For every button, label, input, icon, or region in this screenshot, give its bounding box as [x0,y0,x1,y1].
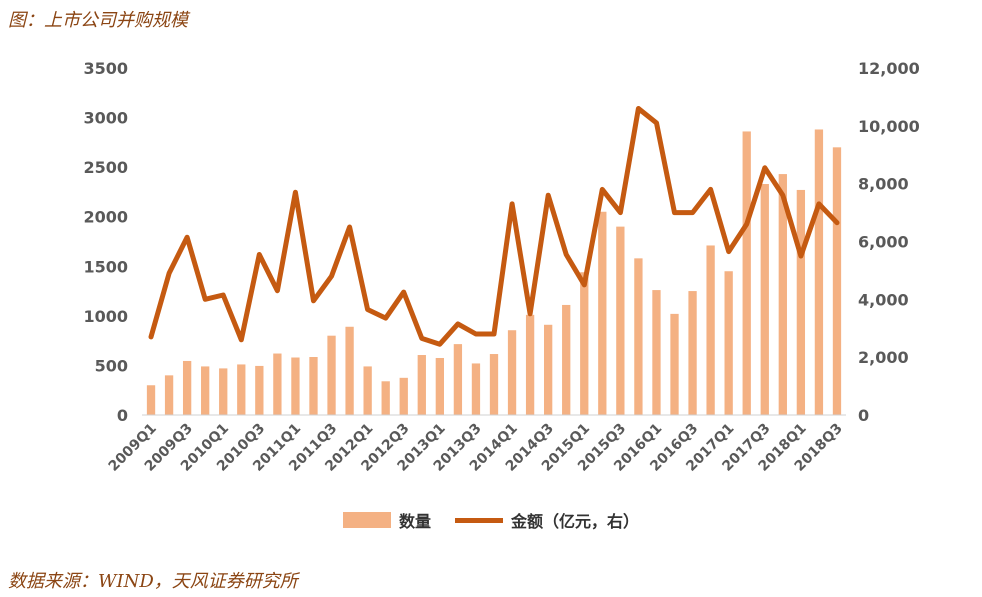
bar-2014Q2 [525,314,535,415]
bar-2012Q3 [399,377,408,415]
bar-2017Q4 [778,174,787,415]
legend-bar-swatch [342,512,391,528]
bar-2009Q1 [146,385,156,415]
bar-2012Q1 [363,366,372,415]
legend-item-amount: 金额（亿元，右） [455,508,639,532]
bar-2011Q4 [345,326,354,415]
legend-bar-label: 数量 [398,512,431,531]
bar-2009Q4 [201,366,210,415]
bar-2018Q2 [814,129,824,415]
bar-2010Q3 [255,365,264,415]
bar-2015Q3 [616,226,625,415]
legend-line-label: 金额（亿元，右） [511,512,640,531]
left-tick-label: 3500 [83,59,128,78]
bar-2009Q3 [182,360,192,415]
left-tick-label: 3000 [83,109,128,128]
legend: 数量 金额（亿元，右） [0,508,982,532]
bar-2011Q3 [327,335,336,415]
amount-line [148,106,840,347]
left-tick-label: 500 [95,356,128,375]
bar-2015Q1 [580,272,589,415]
right-tick-label: 0 [858,406,869,425]
bar-series [146,129,842,416]
right-tick-label: 2,000 [858,348,909,367]
bar-2014Q3 [544,324,553,415]
bar-2012Q4 [417,355,426,415]
bar-2015Q2 [598,211,607,415]
bar-2016Q3 [688,291,697,415]
left-axis-ticks: 0 500 1000 1500 2000 2500 3000 3500 [83,59,128,425]
bar-2009Q2 [164,375,174,415]
line-series [148,106,840,347]
combo-chart: 0 500 1000 1500 2000 2500 3000 3500 0 2,000 4,000… [83,59,920,475]
bar-2017Q1 [724,271,733,415]
right-axis-ticks: 0 2,000 4,000 6,000 8,000 10,000 12,000 [858,59,920,425]
bar-2010Q4 [273,353,282,415]
right-tick-label: 8,000 [858,175,909,194]
right-tick-label: 12,000 [858,59,920,78]
bar-2017Q2 [742,131,751,416]
bar-2018Q3 [832,147,842,416]
bar-2016Q4 [706,245,715,415]
left-tick-label: 1000 [83,307,128,326]
figure-title: 图：上市公司并购规模 [8,10,188,31]
bar-2010Q2 [237,364,246,415]
bar-2015Q4 [634,258,643,415]
figure-source: 数据来源：WIND，天风证券研究所 [8,571,298,592]
left-tick-label: 1500 [83,257,128,276]
x-axis-ticks: 2009Q12009Q32010Q12010Q32011Q12011Q32012… [106,421,846,475]
left-tick-label: 2500 [83,158,128,177]
bar-2011Q1 [291,357,300,415]
left-tick-label: 2000 [83,208,128,227]
right-tick-label: 4,000 [858,290,909,309]
right-tick-label: 6,000 [858,233,909,252]
bar-2017Q3 [760,183,769,415]
bar-2013Q2 [453,344,463,415]
bar-2014Q1 [507,330,517,415]
bar-2013Q4 [489,354,499,415]
bar-2018Q1 [796,189,806,415]
bar-2010Q1 [219,368,228,415]
legend-item-count: 数量 [342,508,431,532]
bar-2016Q1 [652,290,661,415]
bar-2011Q2 [309,357,318,415]
bar-2013Q3 [471,363,481,415]
bar-2016Q2 [670,313,679,415]
bar-2012Q2 [381,381,390,415]
bar-2013Q1 [435,357,444,415]
left-tick-label: 0 [117,406,128,425]
legend-line-swatch [455,517,503,523]
right-tick-label: 10,000 [858,117,920,136]
bar-2014Q4 [562,304,571,415]
